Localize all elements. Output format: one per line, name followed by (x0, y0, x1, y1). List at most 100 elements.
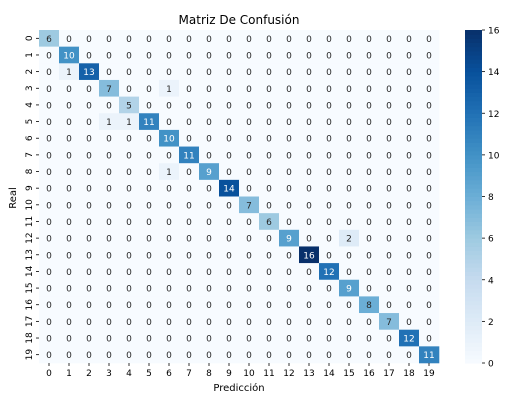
cell-value-label: 0 (206, 135, 212, 145)
x-tick-label: 7 (186, 369, 192, 379)
colorbar-segment (465, 288, 482, 293)
cell-value-label: 0 (326, 51, 332, 61)
heatmap-cell (359, 246, 380, 264)
cell-value-label: 0 (66, 251, 72, 261)
cell-value-label: 0 (306, 235, 312, 245)
heatmap-cell (399, 46, 420, 64)
heatmap-cell (419, 179, 440, 197)
heatmap-cell (259, 196, 280, 214)
heatmap-cell (359, 213, 380, 231)
colorbar-segment (465, 283, 482, 289)
colorbar-segment (465, 292, 482, 297)
heatmap-cell (259, 279, 280, 297)
heatmap-cell (99, 30, 120, 47)
cell-value-label: 0 (306, 301, 312, 311)
heatmap-cell (419, 196, 440, 214)
heatmap-cell (199, 79, 220, 97)
heatmap-cell (79, 113, 100, 131)
heatmap-cell (159, 129, 180, 147)
heatmap-cell (299, 263, 320, 281)
heatmap-cell (399, 313, 420, 330)
cell-value-label: 0 (386, 285, 392, 295)
cell-value-label: 0 (86, 51, 92, 61)
x-tick-label: 1 (66, 369, 72, 379)
heatmap-cell (239, 279, 260, 297)
cell-value-label: 0 (166, 268, 172, 278)
cell-value-label: 0 (266, 35, 272, 45)
cell-value-label: 0 (46, 168, 52, 178)
heatmap-cell (59, 196, 80, 214)
cell-value-label: 0 (206, 235, 212, 245)
heatmap-cell (199, 279, 220, 297)
heatmap-cell (279, 79, 300, 97)
cell-value-label: 0 (386, 168, 392, 178)
cell-value-label: 0 (406, 135, 412, 145)
cell-value-label: 1 (126, 118, 132, 128)
cell-value-label: 0 (326, 235, 332, 245)
cell-value-label: 11 (423, 351, 434, 361)
cell-value-label: 0 (326, 151, 332, 161)
cell-value-label: 0 (126, 335, 132, 345)
heatmap-cell (119, 313, 140, 330)
cell-value-label: 0 (246, 118, 252, 128)
cell-value-label: 0 (126, 85, 132, 95)
heatmap-cell (339, 163, 360, 181)
x-tick-label: 14 (323, 369, 335, 379)
cell-value-label: 0 (426, 35, 432, 45)
cell-value-label: 0 (386, 185, 392, 195)
colorbar-segment (465, 167, 482, 173)
colorbar-segment (465, 254, 482, 260)
cell-value-label: 0 (366, 135, 372, 145)
cell-value-label: 0 (106, 351, 112, 361)
cell-value-label: 0 (326, 301, 332, 311)
cell-value-label: 0 (86, 35, 92, 45)
cell-value-label: 0 (66, 335, 72, 345)
heatmap-cell (419, 213, 440, 231)
heatmap-cell (339, 279, 360, 297)
cell-value-label: 0 (346, 85, 352, 95)
colorbar-segment (465, 192, 482, 197)
cell-value-label: 0 (166, 118, 172, 128)
heatmap-cell (59, 96, 80, 114)
heatmap-cell (139, 329, 160, 347)
heatmap-cell (319, 30, 340, 47)
cell-value-label: 0 (206, 218, 212, 228)
heatmap-cell (119, 196, 140, 214)
heatmap-cell (259, 129, 280, 147)
y-axis-label: Real (8, 187, 19, 209)
x-tick-label: 12 (283, 369, 294, 379)
cell-value-label: 0 (166, 318, 172, 328)
cell-value-label: 0 (206, 251, 212, 261)
heatmap-cell (139, 246, 160, 264)
heatmap-cell (299, 296, 320, 314)
cell-value-label: 0 (86, 151, 92, 161)
y-tick-label: 19 (25, 349, 35, 361)
heatmap-cell (279, 96, 300, 114)
cell-value-label: 0 (326, 168, 332, 178)
cell-value-label: 0 (406, 101, 412, 111)
cell-value-label: 13 (83, 68, 94, 78)
heatmap-cell (199, 96, 220, 114)
cell-value-label: 0 (46, 85, 52, 95)
cell-value-label: 0 (246, 135, 252, 145)
heatmap-cell (79, 296, 100, 314)
cell-value-label: 0 (206, 318, 212, 328)
heatmap-cell (419, 229, 440, 247)
heatmap-cell (399, 296, 420, 314)
heatmap-cell (79, 263, 100, 281)
heatmap-cell (299, 179, 320, 197)
colorbar-segment (465, 59, 482, 64)
colorbar-segment (465, 171, 482, 177)
cell-value-label: 0 (346, 251, 352, 261)
x-tick-label: 13 (303, 369, 314, 379)
heatmap-cell (299, 79, 320, 97)
cell-value-label: 0 (306, 85, 312, 95)
cell-value-label: 0 (286, 151, 292, 161)
cell-value-label: 0 (386, 101, 392, 111)
heatmap-cell (179, 246, 200, 264)
heatmap-cell (199, 113, 220, 131)
cell-value-label: 0 (226, 151, 232, 161)
heatmap-cell (79, 96, 100, 114)
colorbar: 0 2 4 6 8 10 12 14 16 (465, 27, 500, 370)
